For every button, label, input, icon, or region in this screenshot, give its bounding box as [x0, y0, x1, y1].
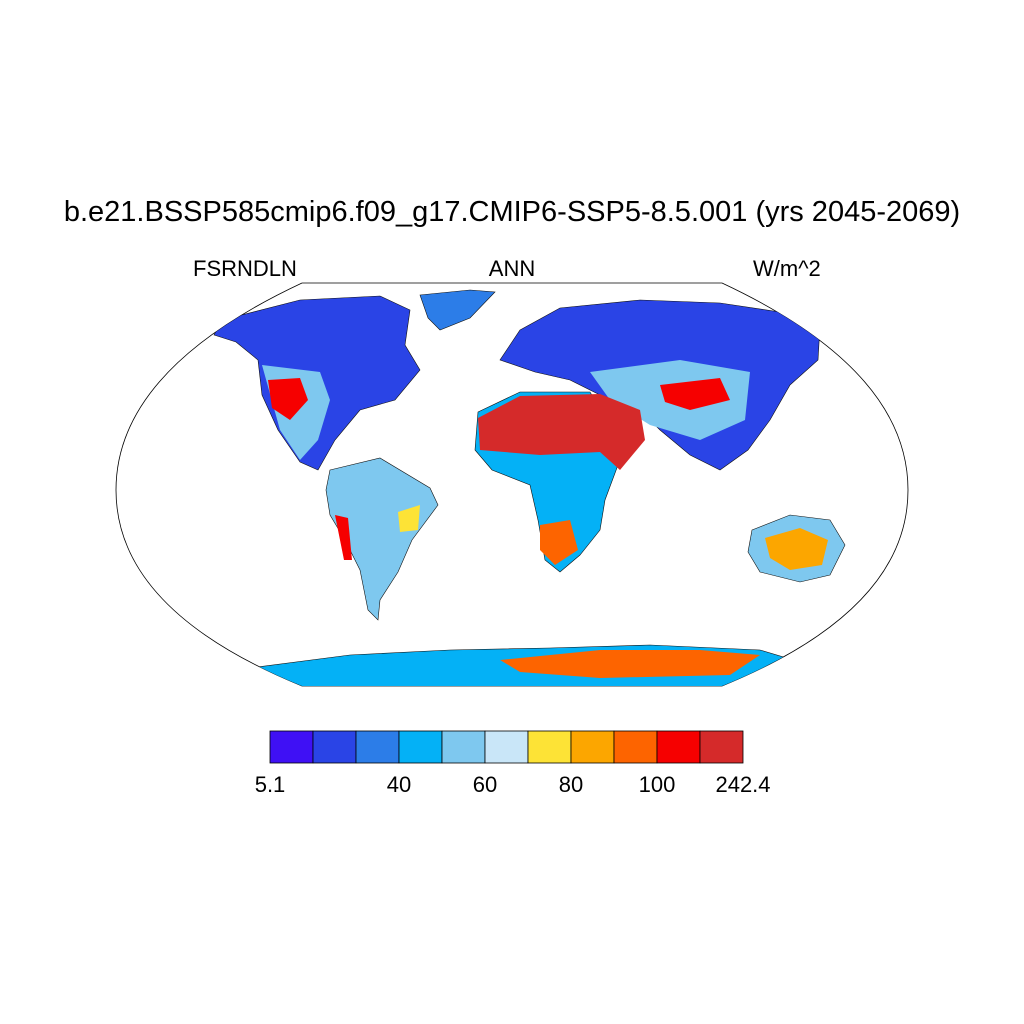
colorbar-tick-label: 5.1 [254, 772, 286, 797]
sahara-arabia [478, 394, 645, 470]
colorbar-tick-label: 242.4 [715, 772, 771, 797]
colorbar-swatch [527, 730, 572, 764]
kalahari-desert [540, 520, 578, 565]
australia-interior [765, 528, 828, 570]
south-america-west-coast [335, 515, 352, 560]
colorbar-swatch [441, 730, 486, 764]
greenland-land [419, 289, 496, 331]
colorbar-tick-label: 40 [386, 772, 412, 797]
season-label: ANN [488, 256, 536, 281]
south-america-land [325, 457, 439, 621]
units-label: W/m^2 [753, 256, 821, 281]
north-america-desert [268, 378, 308, 420]
colorbar-swatch [312, 730, 357, 764]
colorbar-swatch [699, 730, 744, 764]
colorbar-tick-label: 100 [638, 772, 676, 797]
colorbar-tick-label: 80 [558, 772, 584, 797]
colorbar-swatch [570, 730, 615, 764]
colorbar-swatch [269, 730, 314, 764]
tibet-desert [660, 378, 730, 410]
colorbar-swatch [398, 730, 443, 764]
colorbar-swatch [355, 730, 400, 764]
colorbar-swatch [656, 730, 701, 764]
colorbar-swatch [484, 730, 529, 764]
variable-name: FSRNDLN [193, 256, 297, 281]
colorbar [269, 730, 744, 764]
colorbar-swatch [613, 730, 658, 764]
antarctica-plateau [500, 650, 760, 678]
south-america-east [398, 505, 420, 532]
colorbar-tick-label: 60 [472, 772, 498, 797]
plot-title: b.e21.BSSP585cmip6.f09_g17.CMIP6-SSP5-8.… [63, 196, 961, 228]
